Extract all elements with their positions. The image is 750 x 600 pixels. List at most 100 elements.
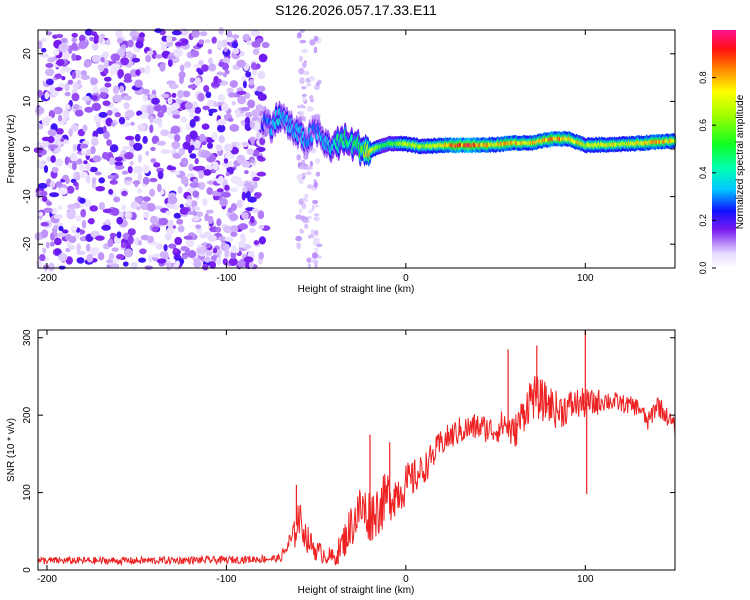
noise-blob	[311, 252, 319, 259]
noise-blob	[299, 55, 303, 62]
noise-blob	[184, 61, 192, 69]
noise-blob	[142, 176, 150, 185]
y-tick-label: 200	[22, 406, 33, 423]
noise-blob	[92, 155, 102, 163]
noise-blob	[61, 76, 66, 81]
noise-blob	[250, 158, 255, 164]
colorbar-tick-label: 0.6	[698, 119, 708, 132]
noise-blob	[68, 128, 73, 137]
noise-blob	[72, 104, 80, 110]
noise-blob	[138, 114, 149, 119]
noise-blob	[84, 106, 94, 113]
noise-blob	[132, 180, 141, 185]
noise-blob	[91, 95, 98, 101]
noise-blob	[116, 231, 122, 239]
noise-blob	[313, 46, 318, 54]
noise-blob	[154, 28, 163, 33]
noise-blob	[105, 117, 113, 127]
noise-blob	[151, 135, 160, 144]
noise-blob	[90, 146, 96, 155]
noise-blob	[114, 161, 123, 166]
noise-blob	[171, 92, 177, 98]
noise-blob	[51, 166, 59, 173]
noise-blob	[65, 104, 71, 110]
spectrogram-x-ticks: -200 -100 0 100	[37, 30, 594, 284]
noise-blob	[301, 159, 306, 164]
noise-blob	[145, 54, 152, 63]
x-tick-label: 0	[403, 574, 409, 585]
noise-blob	[230, 203, 237, 211]
noise-blob	[121, 170, 129, 175]
noise-blob	[217, 236, 227, 241]
noise-blob	[217, 124, 226, 133]
x-tick-label: -100	[216, 574, 236, 585]
noise-blob	[40, 221, 49, 227]
noise-blob	[47, 262, 55, 272]
noise-blob	[41, 47, 47, 53]
noise-blob	[82, 95, 91, 102]
noise-blob	[301, 86, 307, 90]
noise-blob	[216, 256, 222, 266]
noise-blob	[174, 236, 183, 246]
noise-blob	[105, 219, 111, 225]
noise-blob	[102, 151, 109, 160]
noise-blob	[58, 225, 64, 232]
noise-blob	[236, 154, 246, 164]
noise-blob	[258, 251, 265, 260]
noise-blob	[215, 226, 222, 233]
noise-blob	[188, 163, 194, 172]
noise-blob	[231, 101, 236, 106]
noise-blob	[195, 211, 204, 218]
noise-blob	[45, 241, 50, 249]
noise-blob	[241, 212, 249, 220]
noise-blob	[258, 224, 265, 230]
noise-blob	[83, 160, 88, 165]
noise-blob	[301, 93, 307, 97]
noise-blob	[193, 206, 201, 211]
noise-blob	[202, 105, 210, 111]
noise-blob	[204, 256, 211, 263]
noise-blob	[111, 122, 116, 127]
y-tick-label: -10	[22, 189, 33, 204]
noise-blob	[244, 92, 251, 99]
noise-blob	[64, 82, 70, 92]
noise-blob	[155, 243, 163, 250]
noise-blob	[129, 139, 135, 148]
noise-blob	[296, 174, 303, 181]
noise-blob	[297, 32, 302, 39]
noise-blob	[218, 26, 224, 36]
noise-blob	[194, 157, 199, 165]
noise-blob	[168, 243, 177, 249]
noise-blob	[180, 157, 189, 167]
noise-blob	[80, 70, 88, 76]
noise-blob	[205, 209, 214, 214]
x-tick-label: 100	[577, 574, 594, 585]
noise-blob	[238, 241, 246, 248]
noise-blob	[309, 94, 314, 102]
noise-blob	[156, 258, 167, 264]
noise-blob	[302, 219, 310, 224]
noise-blob	[112, 85, 120, 95]
noise-blob	[44, 116, 53, 121]
noise-blob	[80, 208, 87, 218]
noise-blob	[142, 135, 148, 144]
noise-blob	[153, 117, 163, 125]
y-tick-label: 10	[22, 95, 33, 107]
noise-blob	[185, 238, 195, 248]
noise-blob	[40, 190, 48, 197]
noise-blob	[187, 210, 195, 215]
noise-blob	[129, 160, 134, 166]
noise-blob	[114, 164, 125, 170]
noise-blob	[99, 87, 109, 94]
noise-blob	[71, 32, 78, 38]
noise-blob	[103, 68, 109, 75]
noise-blob	[46, 201, 52, 207]
noise-blob	[71, 53, 77, 61]
noise-blob	[190, 50, 200, 58]
noise-blob	[160, 149, 171, 155]
noise-blob	[112, 94, 123, 103]
noise-blob	[142, 164, 150, 174]
noise-blob	[313, 213, 320, 217]
noise-blob	[60, 37, 68, 44]
noise-blob	[207, 99, 214, 107]
